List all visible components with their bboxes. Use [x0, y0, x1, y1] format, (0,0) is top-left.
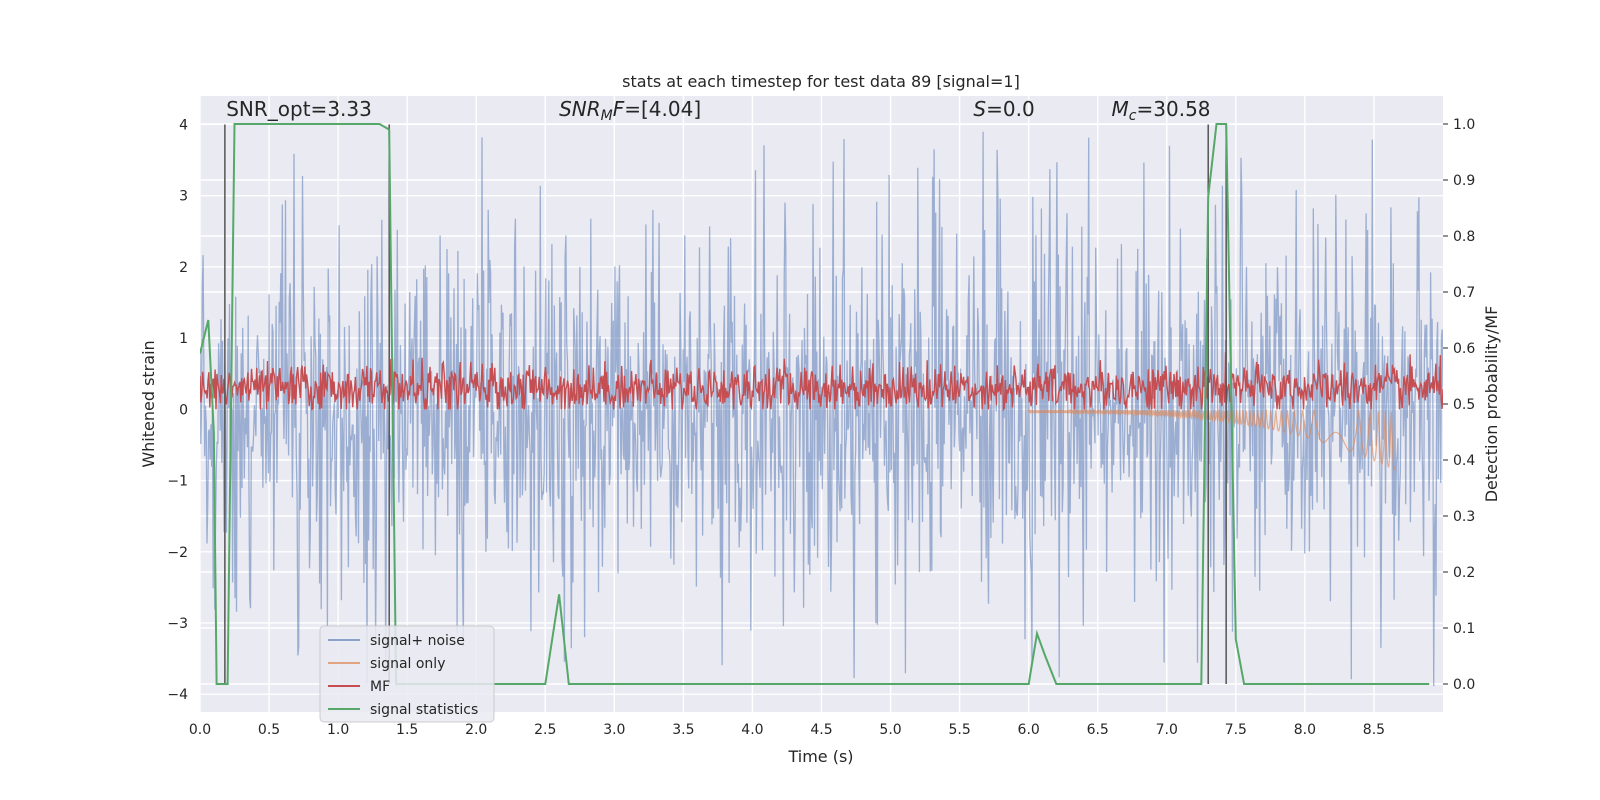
- y-right-tick-label: 1.0: [1453, 117, 1475, 133]
- y-tick-label: −3: [167, 616, 188, 632]
- series-signal-statistics-line: [200, 123, 1430, 685]
- y-right-tick-label: 0.3: [1453, 509, 1475, 525]
- series-mf-line: [200, 352, 1443, 412]
- annotation-part: c: [1129, 108, 1137, 124]
- data-layer: [200, 123, 1443, 687]
- y-right-tick-label: 0.1: [1453, 621, 1475, 637]
- x-tick-label: 1.5: [396, 722, 418, 738]
- x-tick-label: 5.5: [948, 722, 970, 738]
- legend-box: [319, 625, 495, 723]
- x-tick-label: 7.0: [1156, 722, 1178, 738]
- y-right-tick-label: 0.0: [1453, 677, 1475, 693]
- annotation-part: =0.0: [986, 97, 1035, 121]
- x-tick-label: 7.5: [1225, 722, 1247, 738]
- x-tick-label: 0.0: [189, 722, 211, 738]
- y-tick-label: 3: [179, 189, 188, 205]
- y-right-tick-label: 0.5: [1453, 397, 1475, 413]
- x-tick-label: 8.5: [1363, 722, 1385, 738]
- y-right-tick-label: 0.2: [1453, 565, 1475, 581]
- annotation-text: SNRMF=[4.04]: [559, 97, 701, 124]
- x-tick-label: 6.0: [1018, 722, 1040, 738]
- legend-label: signal+ noise: [370, 633, 465, 649]
- x-tick-label: 4.0: [741, 722, 763, 738]
- y-tick-label: 4: [179, 117, 188, 133]
- x-tick-label: 2.0: [465, 722, 487, 738]
- legend-label: signal statistics: [370, 702, 478, 718]
- annotation-part: F: [613, 97, 625, 121]
- legend-label: MF: [370, 679, 390, 695]
- y-axis-label: Whitened strain: [139, 340, 158, 467]
- annotations: SNR_opt=3.33 SNRMF=[4.04] S=0.0 Mc=30.58: [226, 97, 1210, 124]
- series-group: [200, 123, 1443, 687]
- y-tick-label: −2: [167, 545, 188, 561]
- y-right-tick-label: 0.4: [1453, 453, 1475, 469]
- y-tick-label: 2: [179, 260, 188, 276]
- y-tick-label: 0: [179, 402, 188, 418]
- chart-title: stats at each timestep for test data 89 …: [622, 72, 1020, 91]
- x-tick-label: 3.5: [672, 722, 694, 738]
- annotation-text: SNR_opt=3.33: [226, 97, 372, 121]
- x-tick-label: 3.0: [603, 722, 625, 738]
- annotation-part: =[4.04]: [624, 97, 701, 121]
- x-tick-label: 4.5: [810, 722, 832, 738]
- annotation-text: Mc=30.58: [1112, 97, 1211, 124]
- y-right-tick-label: 0.6: [1453, 341, 1475, 357]
- x-tick-label: 8.0: [1294, 722, 1316, 738]
- y-axis-right-label: Detection probability/MF: [1482, 306, 1501, 503]
- y-tick-label: 1: [179, 331, 188, 347]
- x-tick-label: 1.0: [327, 722, 349, 738]
- y-right-tick-label: 0.7: [1453, 285, 1475, 301]
- annotation-part: S: [973, 97, 986, 121]
- x-axis-label: Time (s): [787, 747, 853, 766]
- annotation-part: =30.58: [1137, 97, 1211, 121]
- annotation-text: S=0.0: [973, 97, 1034, 121]
- x-tick-label: 6.5: [1087, 722, 1109, 738]
- x-tick-label: 2.5: [534, 722, 556, 738]
- y-right-tick-label: 0.9: [1453, 173, 1475, 189]
- annotation-part: SNR: [559, 97, 601, 121]
- y-tick-label: −4: [167, 687, 188, 703]
- annotation-part: M: [1112, 97, 1129, 121]
- y-right-tick-label: 0.8: [1453, 229, 1475, 245]
- x-tick-label: 5.0: [879, 722, 901, 738]
- y-tick-label: −1: [167, 474, 188, 490]
- legend-label: signal only: [370, 656, 445, 672]
- x-tick-label: 0.5: [258, 722, 280, 738]
- annotation-part: M: [601, 108, 613, 124]
- legend: signal+ noise signal only MF signal statist…: [319, 625, 495, 723]
- series-signal-only-line: [1028, 408, 1396, 472]
- tick-labels: 0.0 0.5 1.0 1.5 2.0 2.5 3.0 3.5 4.0 4.5 5.0 5.5 6.0 6…: [167, 117, 1475, 738]
- series-signal-noise-line: [200, 131, 1443, 687]
